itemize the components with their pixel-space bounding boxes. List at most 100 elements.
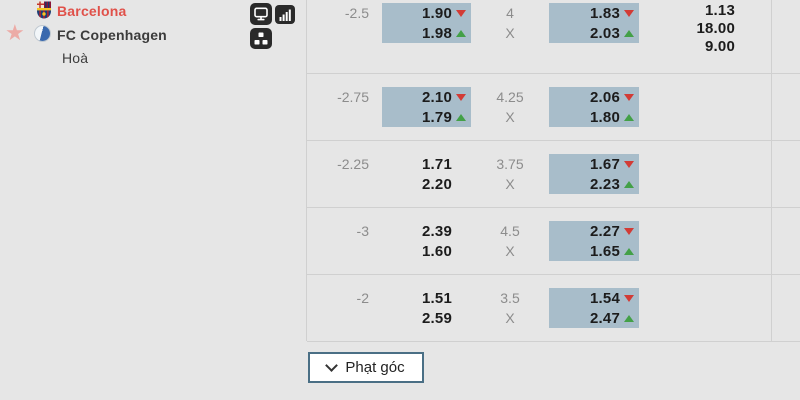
draw-mark: X [505, 176, 515, 192]
fc-copenhagen-crest-icon [34, 25, 51, 42]
trend-down-icon [624, 294, 634, 302]
trend-up-icon [456, 113, 466, 121]
odds-value: 1.51 [422, 289, 452, 307]
handicap-odds-cell: 1.71 2.20 [382, 154, 471, 194]
odds-bet-line[interactable]: 1.80 [549, 107, 634, 127]
odds-bet-line[interactable]: 1.83 [549, 3, 634, 23]
odds-value: 1.54 [590, 289, 620, 307]
total-line-value: 4.5 [500, 223, 520, 239]
trend-up-icon [624, 314, 634, 322]
odds-value: 2.03 [590, 24, 620, 42]
away-team-name: FC Copenhagen [57, 27, 167, 43]
draw-mark: X [505, 243, 515, 259]
odds-value: 1.90 [422, 4, 452, 22]
odds-bet-line[interactable]: 1.51 [382, 288, 466, 308]
odds-value: 1.83 [590, 4, 620, 22]
odds-grid: -2.5 1.90 1.98 4 X 1.83 2.03 -2.75 2.10 1.79 4.25 X… [306, 0, 800, 342]
odds-bet-line[interactable]: 1.71 [382, 154, 466, 174]
moneyline-odds-value[interactable]: 9.00 [705, 38, 735, 55]
odds-value: 2.10 [422, 88, 452, 106]
draw-mark: X [505, 310, 515, 326]
odds-bet-line[interactable]: 1.79 [382, 107, 466, 127]
odds-value: 1.98 [422, 24, 452, 42]
handicap-line-value: -2.5 [344, 5, 369, 21]
lineup-button[interactable] [250, 28, 272, 49]
odds-bet-line[interactable]: 1.90 [382, 3, 466, 23]
total-line-cell: 3.75 X [471, 154, 549, 194]
odds-bet-line[interactable]: 1.67 [549, 154, 634, 174]
live-tv-button[interactable] [250, 3, 272, 25]
odds-bet-line[interactable]: 2.20 [382, 174, 466, 194]
trend-down-icon [456, 9, 466, 17]
odds-bet-line[interactable]: 2.59 [382, 308, 466, 328]
trend-up-icon [624, 180, 634, 188]
handicap-odds-cell: 1.51 2.59 [382, 288, 471, 328]
odds-bet-line[interactable]: 2.23 [549, 174, 634, 194]
total-line-value: 4 [506, 5, 514, 21]
odds-value: 2.47 [590, 309, 620, 327]
trend-down-icon [624, 9, 634, 17]
odds-bet-line[interactable]: 1.98 [382, 23, 466, 43]
total-odds-cell: 1.83 2.03 [549, 3, 639, 43]
odds-bet-line[interactable]: 2.03 [549, 23, 634, 43]
handicap-odds-cell: 1.90 1.98 [382, 3, 471, 43]
handicap-line-value: -2.25 [337, 156, 369, 172]
odds-row: -2.5 1.90 1.98 4 X 1.83 2.03 [307, 0, 800, 74]
odds-bet-line[interactable]: 1.65 [549, 241, 634, 261]
corner-market-button[interactable]: Phạt góc [308, 352, 424, 383]
trend-down-icon [624, 227, 634, 235]
handicap-line-value: -3 [356, 223, 369, 239]
odds-bet-line[interactable]: 1.54 [549, 288, 634, 308]
odds-value: 1.79 [422, 108, 452, 126]
monitor-icon [254, 7, 268, 21]
odds-bet-line[interactable]: 2.39 [382, 221, 466, 241]
odds-bet-line[interactable]: 2.10 [382, 87, 466, 107]
odds-value: 1.80 [590, 108, 620, 126]
total-odds-cell: 2.06 1.80 [549, 87, 639, 127]
odds-value: 2.06 [590, 88, 620, 106]
odds-value: 1.71 [422, 155, 452, 173]
corner-market-label: Phạt góc [345, 359, 405, 376]
odds-value: 2.27 [590, 222, 620, 240]
odds-bet-line[interactable]: 2.06 [549, 87, 634, 107]
odds-row: -3 2.39 1.60 4.5 X 2.27 1.65 [307, 208, 800, 275]
chevron-down-icon [325, 358, 339, 372]
odds-value: 2.39 [422, 222, 452, 240]
moneyline-odds-value[interactable]: 1.13 [705, 2, 735, 19]
odds-bet-line[interactable]: 2.27 [549, 221, 634, 241]
handicap-odds-cell: 2.39 1.60 [382, 221, 471, 261]
total-line-value: 3.5 [500, 290, 520, 306]
total-line-cell: 3.5 X [471, 288, 549, 328]
handicap-line-value: -2 [356, 290, 369, 306]
handicap-line-value: -2.75 [337, 89, 369, 105]
moneyline-column: 1.13 18.00 9.00 [638, 2, 735, 56]
moneyline-odds-value[interactable]: 18.00 [696, 20, 735, 37]
draw-label: Hoà [62, 50, 89, 66]
draw-mark: X [505, 109, 515, 125]
total-odds-cell: 1.67 2.23 [549, 154, 639, 194]
odds-value: 1.67 [590, 155, 620, 173]
odds-bet-line[interactable]: 1.60 [382, 241, 466, 261]
stats-button[interactable] [275, 5, 295, 24]
lineup-icon [254, 32, 268, 45]
total-line-cell: 4.5 X [471, 221, 549, 261]
trend-up-icon [624, 247, 634, 255]
odds-row: -2.75 2.10 1.79 4.25 X 2.06 1.80 [307, 74, 800, 141]
trend-up-icon [624, 113, 634, 121]
trend-down-icon [456, 93, 466, 101]
odds-row: -2 1.51 2.59 3.5 X 1.54 2.47 [307, 275, 800, 342]
total-line-value: 4.25 [496, 89, 524, 105]
signal-bars-icon [279, 9, 291, 21]
odds-value: 2.59 [422, 309, 452, 327]
barcelona-crest-icon [37, 1, 51, 19]
trend-up-icon [456, 29, 466, 37]
odds-row: -2.25 1.71 2.20 3.75 X 1.67 2.23 [307, 141, 800, 208]
odds-bet-line[interactable]: 2.47 [549, 308, 634, 328]
total-line-cell: 4.25 X [471, 87, 549, 127]
favorite-star-icon[interactable]: ★ [5, 20, 25, 45]
trend-down-icon [624, 160, 634, 168]
column-divider [771, 0, 772, 341]
odds-value: 2.23 [590, 175, 620, 193]
